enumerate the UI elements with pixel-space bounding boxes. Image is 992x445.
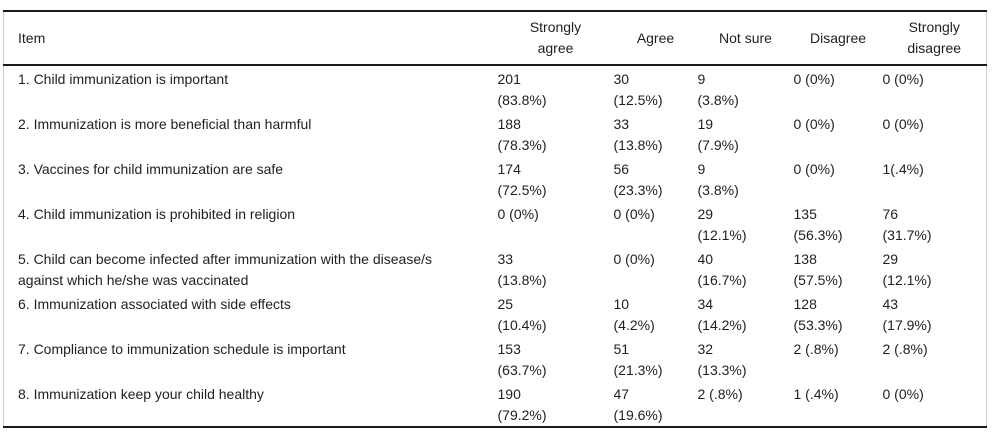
cell-agree: 0 (0%)	[613, 251, 655, 267]
cell-not-sure: 19 (7.9%)	[697, 116, 739, 153]
cell-strongly-disagree: 1(.4%)	[882, 161, 924, 177]
cell-not-sure: 2 (.8%)	[697, 386, 743, 402]
cell-strongly-disagree: 2 (.8%)	[882, 341, 928, 357]
column-header-item: Item	[3, 11, 498, 66]
cell-disagree: 0 (0%)	[793, 161, 835, 177]
item-label: 8. Immunization keep your child healthy	[18, 386, 264, 402]
cell-strongly-disagree: 76 (31.7%)	[882, 206, 932, 243]
column-header-not-sure: Not sure	[697, 11, 794, 66]
cell-strongly-agree: 190 (79.2%)	[497, 386, 547, 423]
table-row: 8. Immunization keep your child healthy …	[4, 381, 987, 427]
cell-not-sure: 29 (12.1%)	[697, 206, 747, 243]
item-label: 7. Compliance to immunization schedule i…	[18, 341, 346, 357]
cell-agree: 56 (23.3%)	[613, 161, 663, 198]
cell-disagree: 135 (56.3%)	[793, 206, 843, 243]
cell-disagree: 0 (0%)	[793, 71, 835, 87]
cell-not-sure: 9 (3.8%)	[697, 71, 739, 108]
cell-agree: 33 (13.8%)	[613, 116, 663, 153]
cell-not-sure: 34 (14.2%)	[697, 296, 747, 333]
table-row: 4. Child immunization is prohibited in r…	[4, 201, 987, 246]
item-label: 6. Immunization associated with side eff…	[18, 296, 291, 312]
table-row: 5. Child can become infected after immun…	[4, 246, 987, 291]
table-row: 6. Immunization associated with side eff…	[4, 291, 987, 336]
item-label: 3. Vaccines for child immunization are s…	[18, 161, 284, 177]
cell-disagree: 0 (0%)	[793, 116, 835, 132]
cell-agree: 10 (4.2%)	[613, 296, 655, 333]
immunization-attitude-table: Item Strongly agree Agree Not sure Disag…	[3, 10, 987, 428]
cell-strongly-disagree: 0 (0%)	[882, 116, 924, 132]
item-label: 2. Immunization is more beneficial than …	[18, 116, 312, 132]
table-row: 2. Immunization is more beneficial than …	[4, 111, 987, 156]
item-label: 4. Child immunization is prohibited in r…	[18, 206, 296, 222]
cell-not-sure: 40 (16.7%)	[697, 251, 747, 288]
cell-disagree: 128 (53.3%)	[793, 296, 843, 333]
column-header-disagree: Disagree	[793, 11, 883, 66]
cell-not-sure: 9 (3.8%)	[697, 161, 739, 198]
cell-agree: 0 (0%)	[613, 206, 655, 222]
cell-strongly-disagree: 0 (0%)	[882, 71, 924, 87]
cell-agree: 51 (21.3%)	[613, 341, 663, 378]
cell-strongly-agree: 153 (63.7%)	[497, 341, 547, 378]
cell-disagree: 138 (57.5%)	[793, 251, 843, 288]
cell-strongly-agree: 25 (10.4%)	[497, 296, 547, 333]
cell-strongly-agree: 0 (0%)	[497, 206, 539, 222]
table-row: 1. Child immunization is important 201 (…	[4, 65, 987, 111]
cell-strongly-agree: 201 (83.8%)	[497, 71, 547, 108]
table-header-row: Item Strongly agree Agree Not sure Disag…	[3, 11, 987, 66]
table-row: 7. Compliance to immunization schedule i…	[4, 336, 987, 381]
column-header-strongly-disagree: Strongly disagree	[882, 11, 987, 66]
cell-agree: 47 (19.6%)	[613, 386, 663, 423]
item-label: 5. Child can become infected after immun…	[18, 251, 432, 288]
cell-disagree: 2 (.8%)	[793, 341, 839, 357]
table-row: 3. Vaccines for child immunization are s…	[4, 156, 987, 201]
cell-strongly-disagree: 29 (12.1%)	[882, 251, 932, 288]
cell-strongly-agree: 33 (13.8%)	[497, 251, 547, 288]
cell-strongly-agree: 174 (72.5%)	[497, 161, 547, 198]
column-header-agree: Agree	[613, 11, 698, 66]
cell-strongly-disagree: 0 (0%)	[882, 386, 924, 402]
column-header-strongly-agree: Strongly agree	[497, 11, 614, 66]
item-label: 1. Child immunization is important	[18, 71, 229, 87]
cell-not-sure: 32 (13.3%)	[697, 341, 747, 378]
cell-strongly-agree: 188 (78.3%)	[497, 116, 547, 153]
cell-disagree: 1 (.4%)	[793, 386, 839, 402]
cell-agree: 30 (12.5%)	[613, 71, 663, 108]
cell-strongly-disagree: 43 (17.9%)	[882, 296, 932, 333]
